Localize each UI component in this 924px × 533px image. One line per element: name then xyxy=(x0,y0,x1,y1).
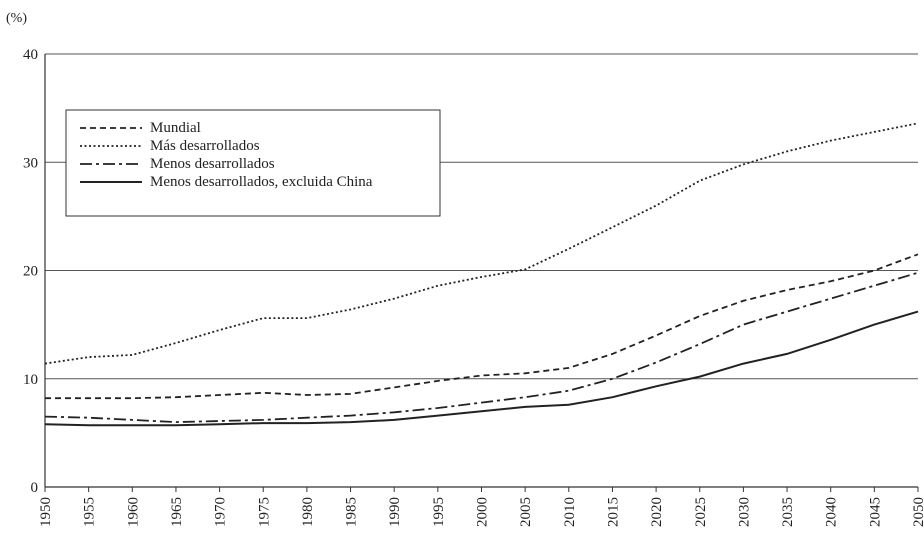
y-tick-label: 40 xyxy=(23,47,38,63)
x-tick-label: 1980 xyxy=(300,497,316,527)
x-tick-label: 2035 xyxy=(780,497,796,527)
y-tick-label: 10 xyxy=(23,372,38,388)
x-tick-label: 1965 xyxy=(169,497,185,527)
x-tick-label: 2050 xyxy=(911,497,924,527)
series-lines xyxy=(44,122,919,427)
x-tick-label: 2045 xyxy=(867,497,883,527)
x-tick-labels: 1950 1955 1960 1965 1970 1975 1980 1985 1990 1995… xyxy=(38,497,924,527)
y-tick-label: 30 xyxy=(23,155,38,171)
series-line-0 xyxy=(45,253,919,400)
x-tick-label: 2010 xyxy=(562,497,578,527)
x-tick-label: 1950 xyxy=(38,497,54,527)
x-tick-label: 1970 xyxy=(213,497,229,527)
y-axis-label: (%) xyxy=(6,11,27,26)
x-tick-label: 1990 xyxy=(387,497,403,527)
x-tick-label: 2005 xyxy=(518,497,534,527)
y-tick-label: 0 xyxy=(31,480,39,496)
x-tick-label: 2040 xyxy=(824,497,840,527)
legend-entry: Menos desarrollados, excluida China xyxy=(150,174,373,190)
x-tick-label: 2020 xyxy=(649,497,665,527)
series-line-2 xyxy=(44,271,919,424)
series-line-3 xyxy=(44,310,919,427)
x-tick-label: 2000 xyxy=(475,497,491,527)
y-tick-label: 20 xyxy=(23,264,38,280)
series-line-1 xyxy=(44,122,919,365)
y-tick-labels: 0 10 20 30 40 xyxy=(23,47,38,496)
x-tick-label: 2030 xyxy=(736,497,752,527)
x-tick-label: 1960 xyxy=(125,497,141,527)
x-tick-label: 2025 xyxy=(693,497,709,527)
legend: Mundial Más desarrollados Menos desarrolla… xyxy=(65,109,441,217)
x-tick-label: 1955 xyxy=(82,497,98,527)
axes xyxy=(44,54,919,492)
legend-entry: Más desarrollados xyxy=(150,138,260,154)
legend-entry: Menos desarrollados xyxy=(150,156,275,172)
x-tick-label: 1995 xyxy=(431,497,447,527)
x-tick-label: 1975 xyxy=(256,497,272,527)
x-tick-label: 2015 xyxy=(605,497,621,527)
legend-box xyxy=(65,109,441,217)
x-tick-label: 1985 xyxy=(344,497,360,527)
legend-entry: Mundial xyxy=(150,120,201,136)
